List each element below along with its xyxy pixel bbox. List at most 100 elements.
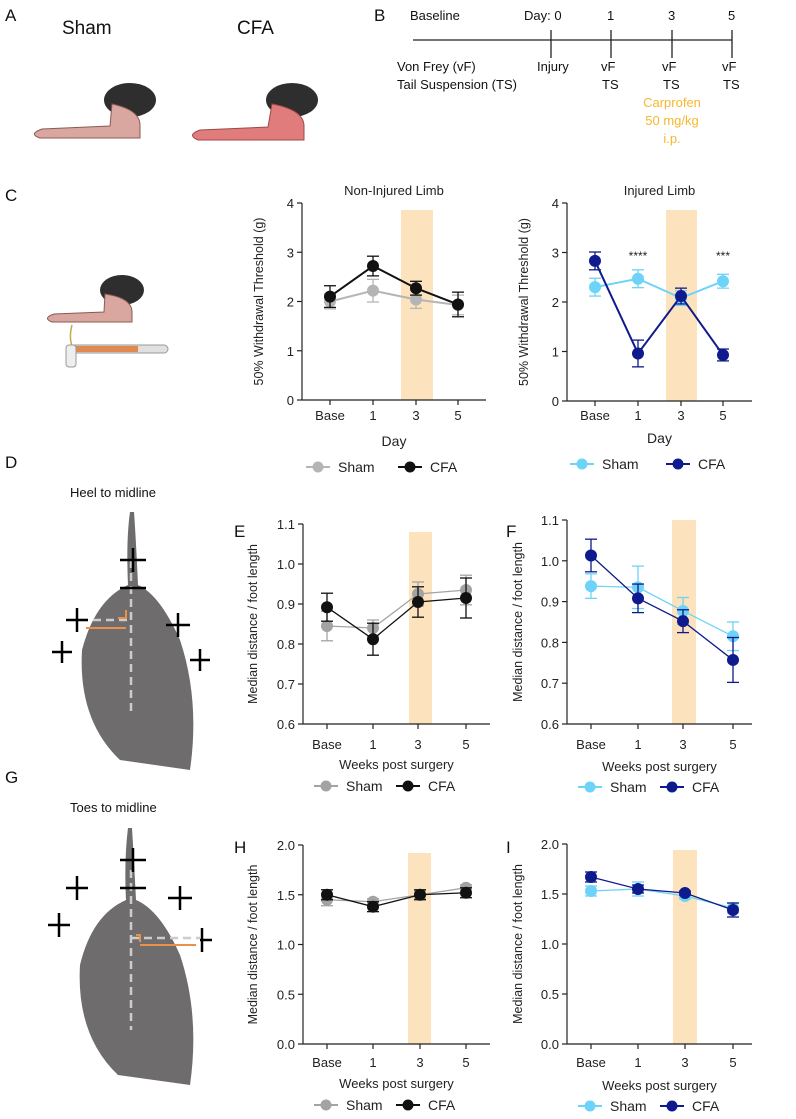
c-left-x-tick-label: 3 bbox=[412, 408, 419, 423]
c-left-cfa-point bbox=[367, 260, 379, 273]
f-sham-line bbox=[590, 585, 734, 637]
c-left-x-tick-label: 1 bbox=[369, 408, 376, 423]
f-y-tick-label: 0.6 bbox=[541, 717, 559, 732]
c-left-chart-title: Non-Injured Limb bbox=[344, 183, 444, 198]
e-y-tick-label: 0.9 bbox=[277, 597, 295, 612]
h-sham-legend-label: Sham bbox=[346, 1097, 383, 1113]
h-y-tick-label: 1.0 bbox=[277, 938, 295, 953]
f-cfa-point bbox=[585, 549, 597, 562]
h-carprofen-band bbox=[408, 853, 431, 1044]
h-cfa-point bbox=[367, 900, 379, 913]
e-cfa-point bbox=[367, 633, 379, 646]
h-y-tick-label: 0.5 bbox=[277, 987, 295, 1002]
i-cfa-point bbox=[585, 871, 597, 883]
c-left-x-tick-label: 5 bbox=[454, 408, 461, 423]
heel-midline-title: Heel to midline bbox=[70, 485, 156, 500]
c-left-sham-legend-label: Sham bbox=[338, 459, 375, 475]
h-cfa-point bbox=[414, 888, 426, 901]
i-x-tick-label: 1 bbox=[634, 1055, 641, 1070]
e-carprofen-band bbox=[409, 532, 432, 724]
e-x-tick-label: 3 bbox=[414, 737, 421, 752]
i-cfa-legend-label: CFA bbox=[692, 1098, 720, 1114]
f-cfa-point bbox=[677, 615, 689, 628]
panel-letter-d: D bbox=[5, 453, 18, 472]
f-cfa-line bbox=[590, 555, 734, 661]
c-left-sham-point bbox=[367, 284, 379, 297]
f-sham-legend-label: Sham bbox=[610, 779, 647, 795]
c-left-y-tick-label: 0 bbox=[287, 393, 294, 408]
h-y-tick-label: 2.0 bbox=[277, 838, 295, 853]
c-left-x-axis-label: Day bbox=[382, 433, 407, 449]
c-right-chart-title: Injured Limb bbox=[624, 183, 696, 198]
tail-suspension-label: Tail Suspension (TS) bbox=[397, 77, 517, 92]
i-x-axis-label: Weeks post surgery bbox=[602, 1078, 717, 1093]
timeline-day0: Day: 0 bbox=[524, 8, 562, 23]
e-x-tick-label: Base bbox=[312, 737, 342, 752]
toes-midline-title: Toes to midline bbox=[70, 800, 157, 815]
e-y-tick-label: 0.8 bbox=[277, 637, 295, 652]
c-left-x-tick-label: Base bbox=[315, 408, 345, 423]
carprofen-label: Carprofen bbox=[643, 95, 701, 110]
i-y-tick-label: 0.0 bbox=[541, 1037, 559, 1052]
c-right-cfa-legend-label: CFA bbox=[698, 456, 726, 472]
h-cfa-point bbox=[460, 886, 472, 899]
c-right-significance-annotation: **** bbox=[629, 249, 648, 263]
c-left-sham-point bbox=[410, 293, 422, 306]
h-x-tick-label: 5 bbox=[462, 1055, 469, 1070]
c-right-sham-point bbox=[589, 281, 601, 294]
e-x-tick-label: 1 bbox=[369, 737, 376, 752]
c-right-cfa-legend-marker bbox=[672, 458, 684, 470]
e-cfa-point bbox=[460, 592, 472, 604]
h-x-tick-label: 1 bbox=[369, 1055, 376, 1070]
c-right-x-tick-label: 5 bbox=[719, 408, 726, 423]
c-right-y-tick-label: 1 bbox=[552, 345, 559, 360]
rat-toes-midline-illustration bbox=[48, 828, 212, 1085]
timeline bbox=[413, 30, 733, 58]
h-y-tick-label: 0.0 bbox=[277, 1037, 295, 1052]
c-right-y-tick-label: 4 bbox=[552, 196, 559, 211]
injury-label: Injury bbox=[537, 59, 569, 74]
c-right-y-axis-label: 50% Withdrawal Threshold (g) bbox=[517, 218, 531, 386]
panel-letter-b: B bbox=[374, 6, 386, 25]
panel-letter-f: F bbox=[506, 522, 517, 541]
timeline-day3: 3 bbox=[668, 8, 676, 23]
von-frey-illustration bbox=[47, 275, 169, 368]
panel-letter-g: G bbox=[5, 768, 19, 787]
c-left-y-tick-label: 3 bbox=[287, 245, 294, 260]
c-right-x-axis-label: Day bbox=[647, 430, 672, 446]
h-sham-legend-marker bbox=[320, 1099, 332, 1111]
f-y-tick-label: 0.7 bbox=[541, 676, 559, 691]
i-cfa-legend-marker bbox=[666, 1100, 678, 1112]
rat-heel-midline-illustration bbox=[52, 512, 210, 770]
c-right-x-tick-label: 1 bbox=[634, 408, 641, 423]
cfa-label: CFA bbox=[237, 18, 274, 39]
f-y-tick-label: 1.0 bbox=[541, 554, 559, 569]
c-left-sham-legend-marker bbox=[312, 461, 324, 473]
e-y-tick-label: 0.7 bbox=[277, 677, 295, 692]
panel-letter-e: E bbox=[234, 522, 246, 541]
f-cfa-point bbox=[727, 653, 739, 666]
i-y-tick-label: 1.5 bbox=[541, 887, 559, 902]
i-y-tick-label: 1.0 bbox=[541, 937, 559, 952]
cfa-paw-illustration bbox=[192, 83, 318, 141]
e-cfa-point bbox=[321, 601, 333, 614]
h-cfa-line bbox=[326, 892, 467, 908]
panel-letter-h: H bbox=[234, 838, 247, 857]
f-sham-legend-marker bbox=[584, 781, 596, 793]
vf-day1: vF bbox=[601, 59, 616, 74]
carprofen-route: i.p. bbox=[663, 131, 681, 146]
c-left-cfa-legend-label: CFA bbox=[430, 459, 458, 475]
e-cfa-line bbox=[326, 597, 467, 641]
e-x-tick-label: 5 bbox=[462, 737, 469, 752]
e-cfa-point bbox=[412, 596, 424, 608]
i-x-tick-label: Base bbox=[576, 1055, 606, 1070]
c-right-cfa-point bbox=[632, 347, 644, 360]
carprofen-dose: 50 mg/kg bbox=[645, 113, 699, 128]
h-y-tick-label: 1.5 bbox=[277, 888, 295, 903]
f-sham-point bbox=[585, 580, 597, 593]
e-y-tick-label: 1.0 bbox=[277, 557, 295, 572]
f-x-tick-label: 1 bbox=[634, 737, 641, 752]
c-left-sham-line bbox=[329, 289, 459, 306]
timeline-day1: 1 bbox=[607, 8, 615, 23]
